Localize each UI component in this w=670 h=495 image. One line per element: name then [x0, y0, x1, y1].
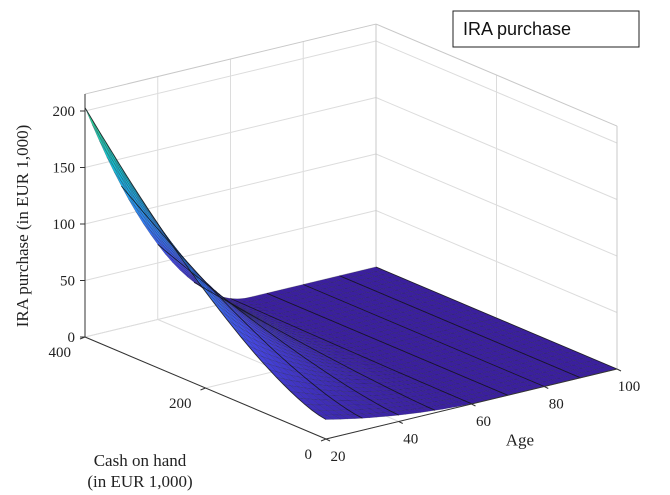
surface-plot [85, 108, 617, 420]
age-tick [399, 422, 403, 424]
surface-patch [99, 136, 113, 162]
z-tick-label: 100 [53, 217, 76, 233]
cash-tick [201, 388, 206, 390]
cash-axis-label: Cash on hand [94, 451, 187, 470]
age-tick [544, 387, 548, 389]
age-axis-label: Age [506, 430, 534, 449]
z-tick-label: 200 [53, 104, 76, 120]
age-tick [326, 439, 330, 441]
age-tick-label: 80 [549, 397, 564, 413]
legend-entry: IRA purchase [463, 19, 571, 39]
z-tick-label: 50 [60, 274, 75, 290]
age-tick-label: 60 [476, 414, 491, 430]
cash-tick-label: 200 [169, 396, 192, 412]
age-tick-label: 40 [403, 432, 418, 448]
age-tick-label: 100 [618, 379, 641, 395]
z-tick-label: 0 [68, 330, 76, 346]
surface-patch [92, 125, 106, 152]
z-axis-label: IRA purchase (in EUR 1,000) [13, 125, 32, 328]
z-tick-label: 150 [53, 161, 76, 177]
cash-tick-label: 0 [305, 447, 313, 463]
legend: IRA purchase [453, 11, 639, 47]
cash-tick-label: 400 [49, 345, 72, 361]
cash-tick [321, 439, 326, 441]
cash-axis-label: (in EUR 1,000) [87, 472, 192, 491]
age-tick-label: 20 [331, 449, 346, 465]
age-tick [617, 369, 621, 371]
age-tick [472, 404, 476, 406]
